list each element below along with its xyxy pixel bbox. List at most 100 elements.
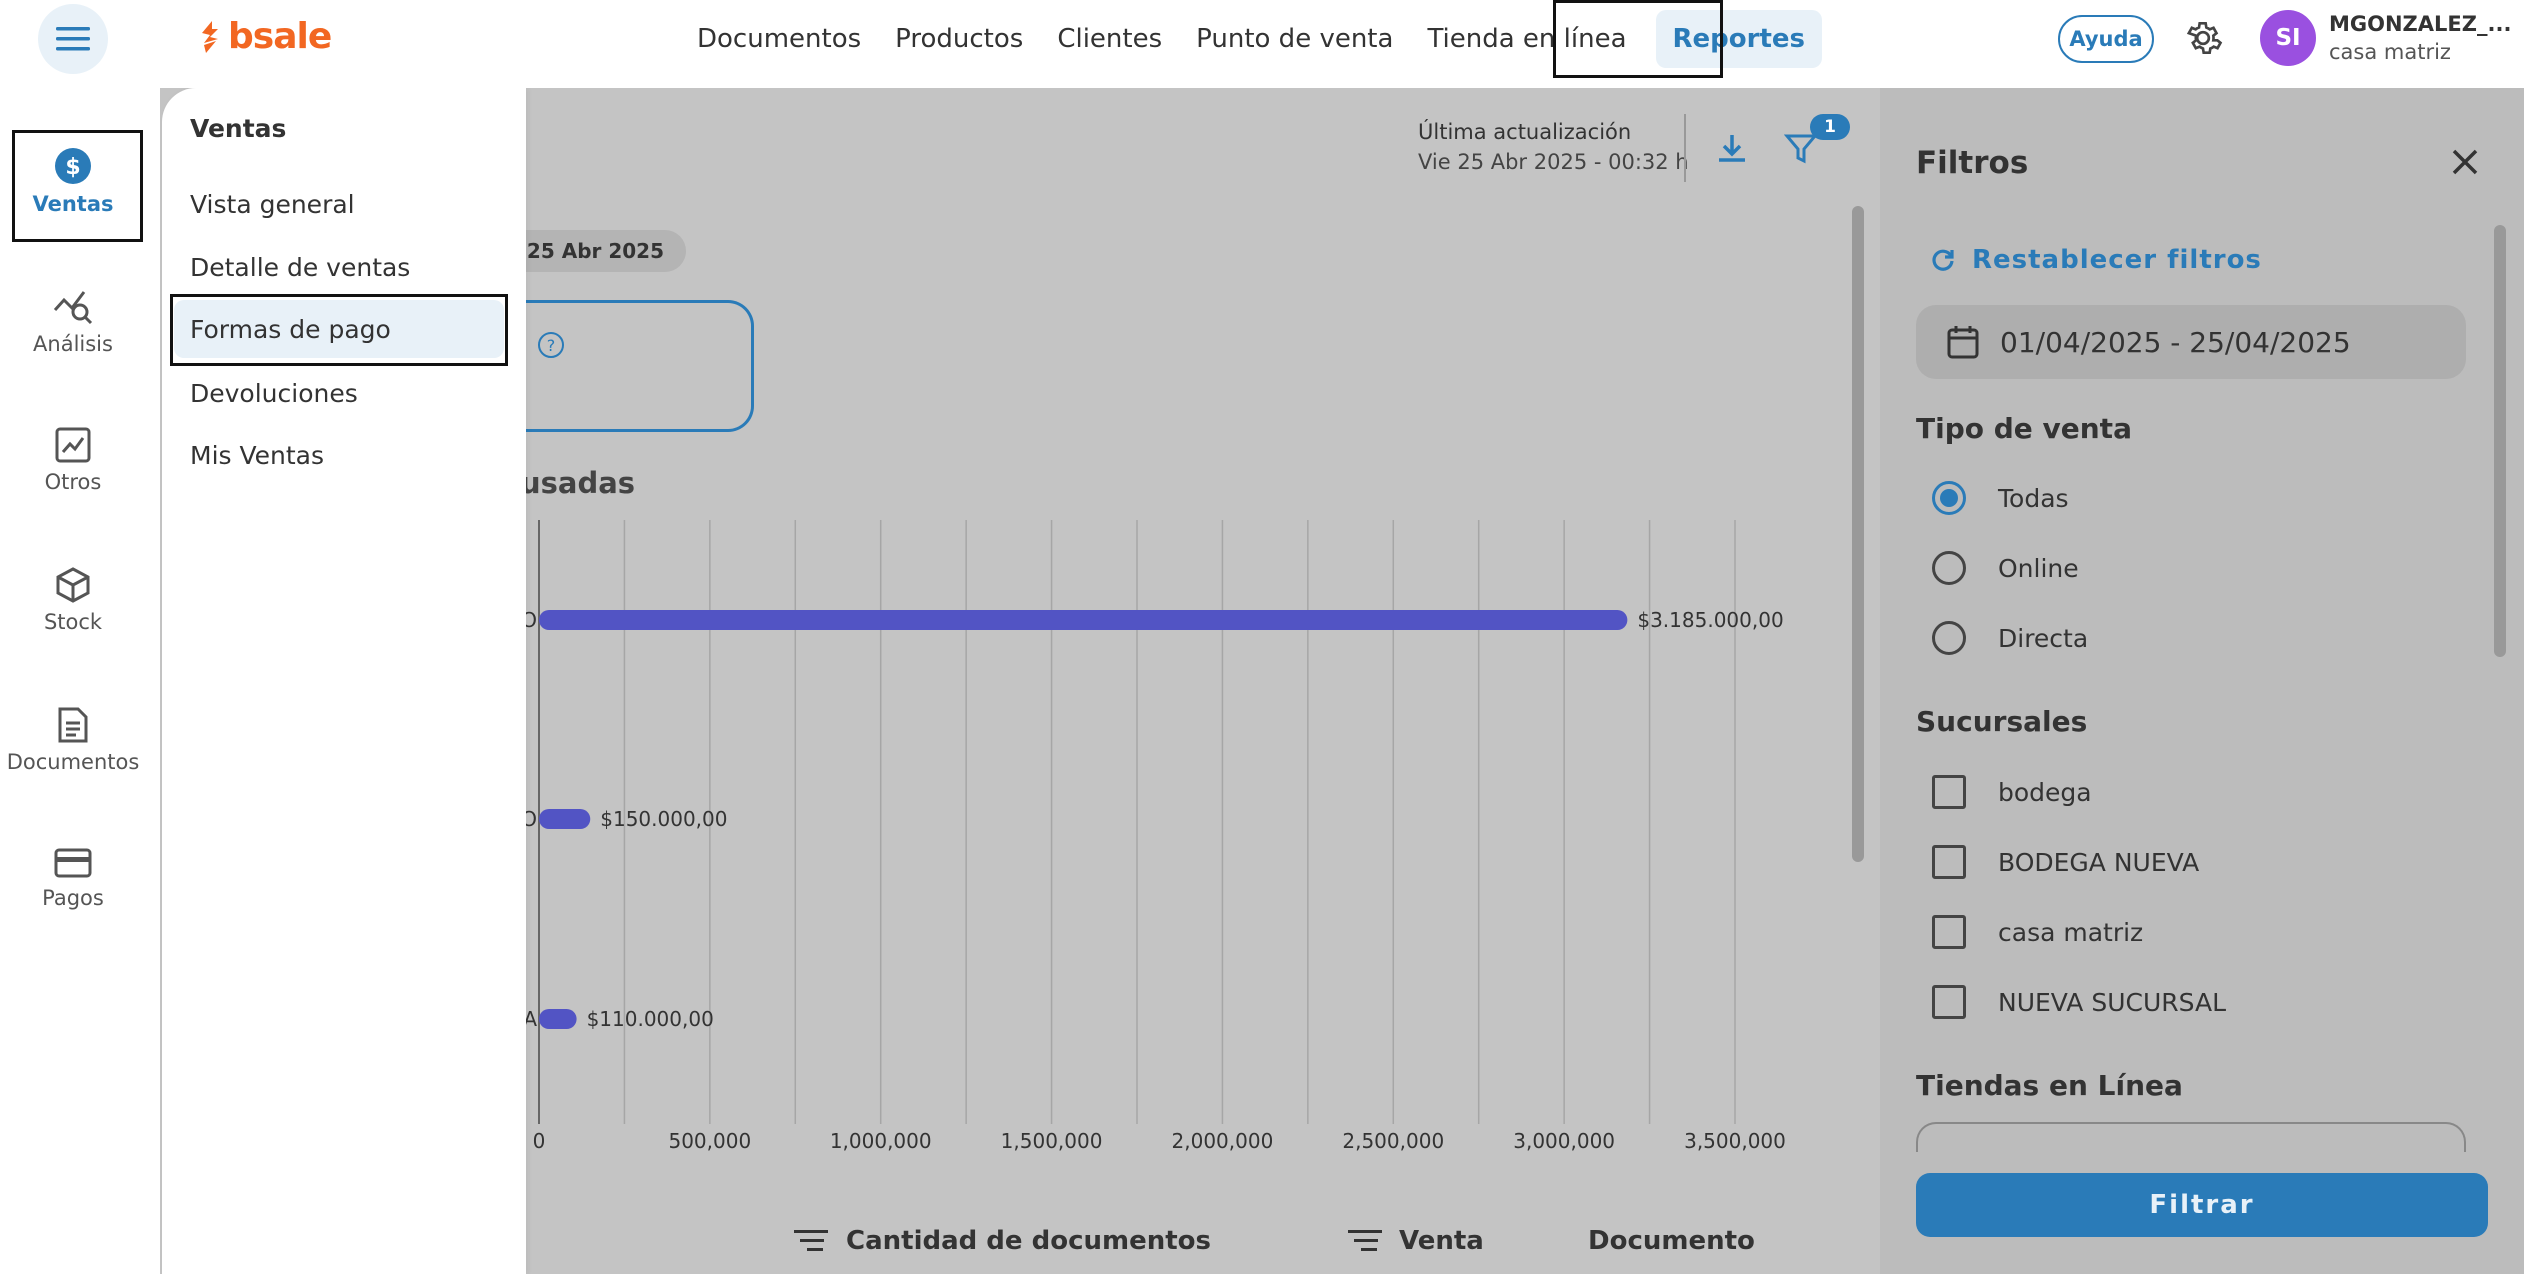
sidebar-item-label: Análisis <box>33 332 113 356</box>
nav-clientes[interactable]: Clientes <box>1057 24 1163 54</box>
sidebar-item-documentos[interactable]: Documentos <box>0 706 146 774</box>
data-label: $3.185.000,00 <box>1637 608 1783 632</box>
checkbox-bodega[interactable]: bodega <box>1932 775 2092 809</box>
date-range-field[interactable]: 01/04/2025 - 25/04/2025 <box>1916 305 2466 379</box>
sucursales-title: Sucursales <box>1916 705 2088 738</box>
data-label: $110.000,00 <box>587 1007 714 1031</box>
submenu-ventas: Ventas Vista general Detalle de ventas F… <box>162 88 526 1274</box>
sidebar-item-label: Documentos <box>6 750 140 774</box>
user-store: casa matriz <box>2329 40 2451 64</box>
sort-icon[interactable] <box>1348 1228 1382 1254</box>
help-button[interactable]: Ayuda <box>2058 15 2154 63</box>
sidebar-item-pagos[interactable]: Pagos <box>0 846 146 910</box>
radio-directa[interactable]: Directa <box>1932 621 2088 655</box>
tick-label: 2,000,000 <box>1172 1129 1274 1153</box>
column-header-venta[interactable]: Venta <box>1399 1226 1484 1256</box>
download-icon <box>1719 135 1745 162</box>
sidebar-item-ventas[interactable]: $ Ventas <box>0 146 146 216</box>
submenu-item-vista-general[interactable]: Vista general <box>190 190 355 219</box>
close-filters-button[interactable] <box>2448 145 2482 183</box>
checkbox-label: NUEVA SUCURSAL <box>1998 987 2227 1017</box>
summary-card[interactable] <box>500 300 754 432</box>
bsale-logo-icon <box>202 20 218 53</box>
dollar-icon: $ <box>55 148 91 184</box>
submenu-item-mis-ventas[interactable]: Mis Ventas <box>190 441 325 470</box>
bar <box>539 610 1628 630</box>
checkbox-bodega-nueva[interactable]: BODEGA NUEVA <box>1932 845 2199 879</box>
filters-panel: Filtros Restablecer filtros 01/04/2025 -… <box>1888 115 2518 1274</box>
radio-button[interactable] <box>1932 621 1966 655</box>
submenu-item-formas-de-pago[interactable]: Formas de pago <box>174 300 504 358</box>
sidebar-item-label: Pagos <box>42 886 104 910</box>
chart-icon <box>55 427 91 463</box>
calendar-icon <box>1947 326 1979 359</box>
main-nav: Documentos Productos Clientes Punto de v… <box>680 0 1823 78</box>
column-header-documento[interactable]: Documento <box>1588 1226 1755 1256</box>
sidebar-item-analisis[interactable]: Análisis <box>0 286 146 356</box>
checkbox-label: casa matriz <box>1998 917 2144 947</box>
filters-scrollbar[interactable] <box>2494 225 2506 657</box>
checkbox[interactable] <box>1932 985 1966 1019</box>
radio-online[interactable]: Online <box>1932 551 2079 585</box>
checkbox[interactable] <box>1932 845 1966 879</box>
reset-filters-button[interactable]: Restablecer filtros <box>1930 245 2262 275</box>
tick-label: 3,500,000 <box>1684 1129 1786 1153</box>
radio-label: Online <box>1998 553 2079 583</box>
content-scrollbar[interactable] <box>1852 206 1864 862</box>
chart-section-title: usadas <box>520 466 636 500</box>
download-button[interactable] <box>1714 130 1750 170</box>
submenu-item-devoluciones[interactable]: Devoluciones <box>190 379 358 408</box>
help-icon[interactable]: ? <box>538 332 564 358</box>
nav-tienda-en-linea[interactable]: Tienda en línea <box>1427 24 1627 54</box>
date-chip[interactable]: - 25 Abr 2025 <box>500 230 686 272</box>
hamburger-icon <box>56 27 90 51</box>
settings-button[interactable] <box>2183 18 2223 62</box>
last-update-value: Vie 25 Abr 2025 - 00:32 h <box>1418 150 1689 174</box>
checkbox[interactable] <box>1932 775 1966 809</box>
close-icon <box>2452 149 2478 175</box>
bsale-logo[interactable]: bsale <box>198 16 332 57</box>
tipo-de-venta-title: Tipo de venta <box>1916 412 2132 445</box>
checkbox-casa-matriz[interactable]: casa matriz <box>1932 915 2143 949</box>
filters-title: Filtros <box>1916 145 2029 181</box>
hamburger-menu-button[interactable] <box>38 4 108 74</box>
filter-count-badge: 1 <box>1810 114 1850 140</box>
data-label: $150.000,00 <box>600 807 727 831</box>
sort-icon[interactable] <box>794 1228 828 1254</box>
tick-label: 500,000 <box>668 1129 751 1153</box>
nav-reportes[interactable]: Reportes <box>1655 10 1823 68</box>
radio-label: Directa <box>1998 623 2089 653</box>
sidebar-item-stock[interactable]: Stock <box>0 566 146 634</box>
submenu-item-detalle-de-ventas[interactable]: Detalle de ventas <box>190 253 411 282</box>
divider <box>1684 114 1686 182</box>
nav-punto-de-venta[interactable]: Punto de venta <box>1196 24 1394 54</box>
radio-button[interactable] <box>1932 481 1966 515</box>
nav-documentos[interactable]: Documentos <box>697 24 862 54</box>
tick-label: 1,000,000 <box>830 1129 932 1153</box>
sidebar-item-label: Otros <box>44 470 102 494</box>
avatar[interactable]: SI <box>2260 10 2316 66</box>
bar <box>539 809 591 829</box>
reset-filters-label: Restablecer filtros <box>1972 245 2262 275</box>
checkbox-nueva-sucursal[interactable]: NUEVA SUCURSAL <box>1932 985 2226 1019</box>
payment-methods-chart: 0 500,000 1,000,000 1,500,000 2,000,000 2,500… <box>521 520 1786 1153</box>
tick-label: 2,500,000 <box>1342 1129 1444 1153</box>
user-name[interactable]: MGONZALEZ_... <box>2329 12 2512 36</box>
tick-label: 1,500,000 <box>1001 1129 1103 1153</box>
refresh-icon <box>1932 249 1954 271</box>
sidebar-item-otros[interactable]: Otros <box>0 426 146 494</box>
submenu-title: Ventas <box>190 114 287 143</box>
tiendas-select[interactable] <box>1916 1122 2466 1152</box>
checkbox[interactable] <box>1932 915 1966 949</box>
radio-button[interactable] <box>1932 551 1966 585</box>
tick-label: 3,000,000 <box>1513 1129 1615 1153</box>
radio-todas[interactable]: Todas <box>1932 481 2069 515</box>
sidebar-item-label: Ventas <box>32 192 114 216</box>
nav-productos[interactable]: Productos <box>895 24 1024 54</box>
column-header-documents[interactable]: Cantidad de documentos <box>846 1226 1211 1256</box>
checkbox-label: BODEGA NUEVA <box>1998 847 2200 877</box>
bar <box>539 1009 577 1029</box>
last-update-label: Última actualización <box>1418 120 1632 144</box>
tiendas-en-linea-title: Tiendas en Línea <box>1916 1069 2183 1102</box>
filter-button[interactable]: Filtrar <box>1916 1173 2488 1237</box>
